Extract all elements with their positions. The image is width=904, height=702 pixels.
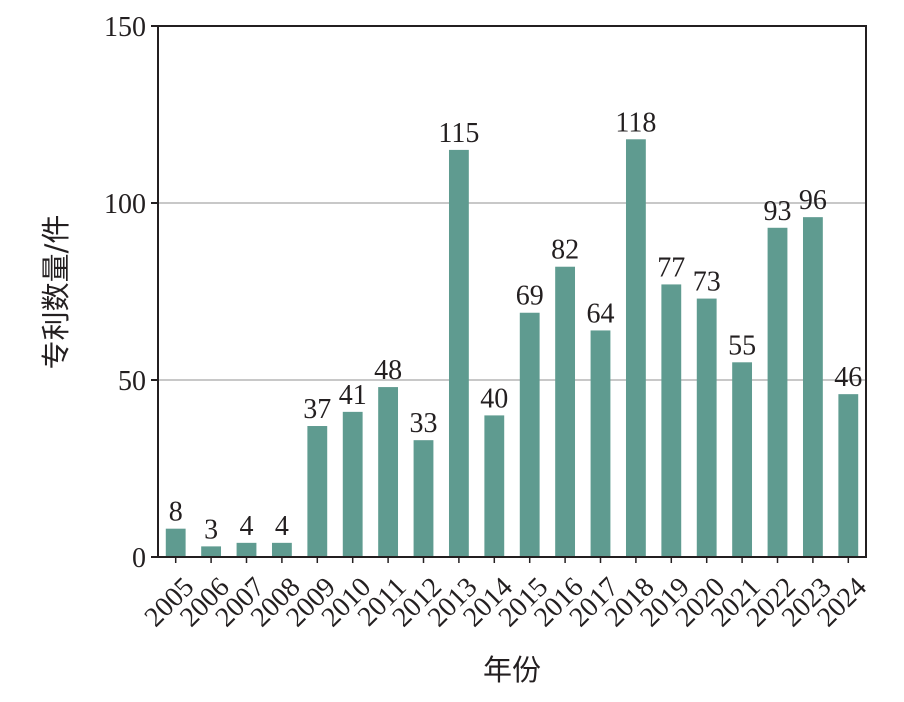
y-tick-label: 0 — [132, 543, 146, 574]
data-label: 64 — [587, 298, 615, 329]
data-label: 46 — [834, 362, 862, 393]
bar — [838, 394, 859, 557]
data-label: 40 — [480, 383, 508, 414]
data-label: 115 — [438, 118, 479, 149]
data-label: 4 — [240, 511, 254, 542]
x-axis-title: 年份 — [483, 653, 541, 687]
bar — [236, 542, 257, 557]
data-label: 48 — [374, 355, 402, 386]
bar — [448, 149, 469, 557]
data-label: 37 — [303, 394, 331, 425]
y-tick-label: 100 — [104, 189, 146, 220]
bar — [165, 528, 186, 557]
bar — [378, 387, 399, 557]
data-label: 3 — [204, 514, 218, 545]
data-label: 41 — [339, 380, 367, 411]
data-label: 118 — [615, 107, 656, 138]
data-label: 33 — [410, 408, 438, 439]
bar — [342, 411, 363, 557]
bar — [732, 362, 753, 557]
data-label: 93 — [764, 196, 792, 227]
bar — [271, 542, 292, 557]
bar — [484, 415, 505, 557]
data-label: 8 — [169, 497, 183, 528]
data-label: 73 — [693, 267, 721, 298]
bar — [555, 266, 576, 557]
y-axis-title: 专利数量/件 — [39, 215, 73, 370]
bar-layer — [165, 139, 859, 557]
bar — [625, 139, 646, 557]
bar — [696, 298, 717, 557]
bar — [201, 546, 222, 557]
data-label: 77 — [657, 252, 685, 283]
plot-frame — [157, 25, 867, 558]
data-label: 55 — [728, 330, 756, 361]
bar — [519, 312, 540, 557]
bar — [590, 330, 611, 557]
data-label: 4 — [275, 511, 289, 542]
frame-layer — [151, 25, 867, 563]
bar — [307, 426, 328, 557]
bar — [413, 440, 434, 557]
data-label: 82 — [551, 235, 579, 266]
bar — [661, 284, 682, 557]
bar — [802, 217, 823, 557]
data-label: 69 — [516, 281, 544, 312]
grid-layer — [158, 202, 866, 381]
y-tick-label: 50 — [118, 366, 146, 397]
data-label: 96 — [799, 185, 827, 216]
y-tick-label: 150 — [104, 12, 146, 43]
bar — [767, 227, 788, 557]
